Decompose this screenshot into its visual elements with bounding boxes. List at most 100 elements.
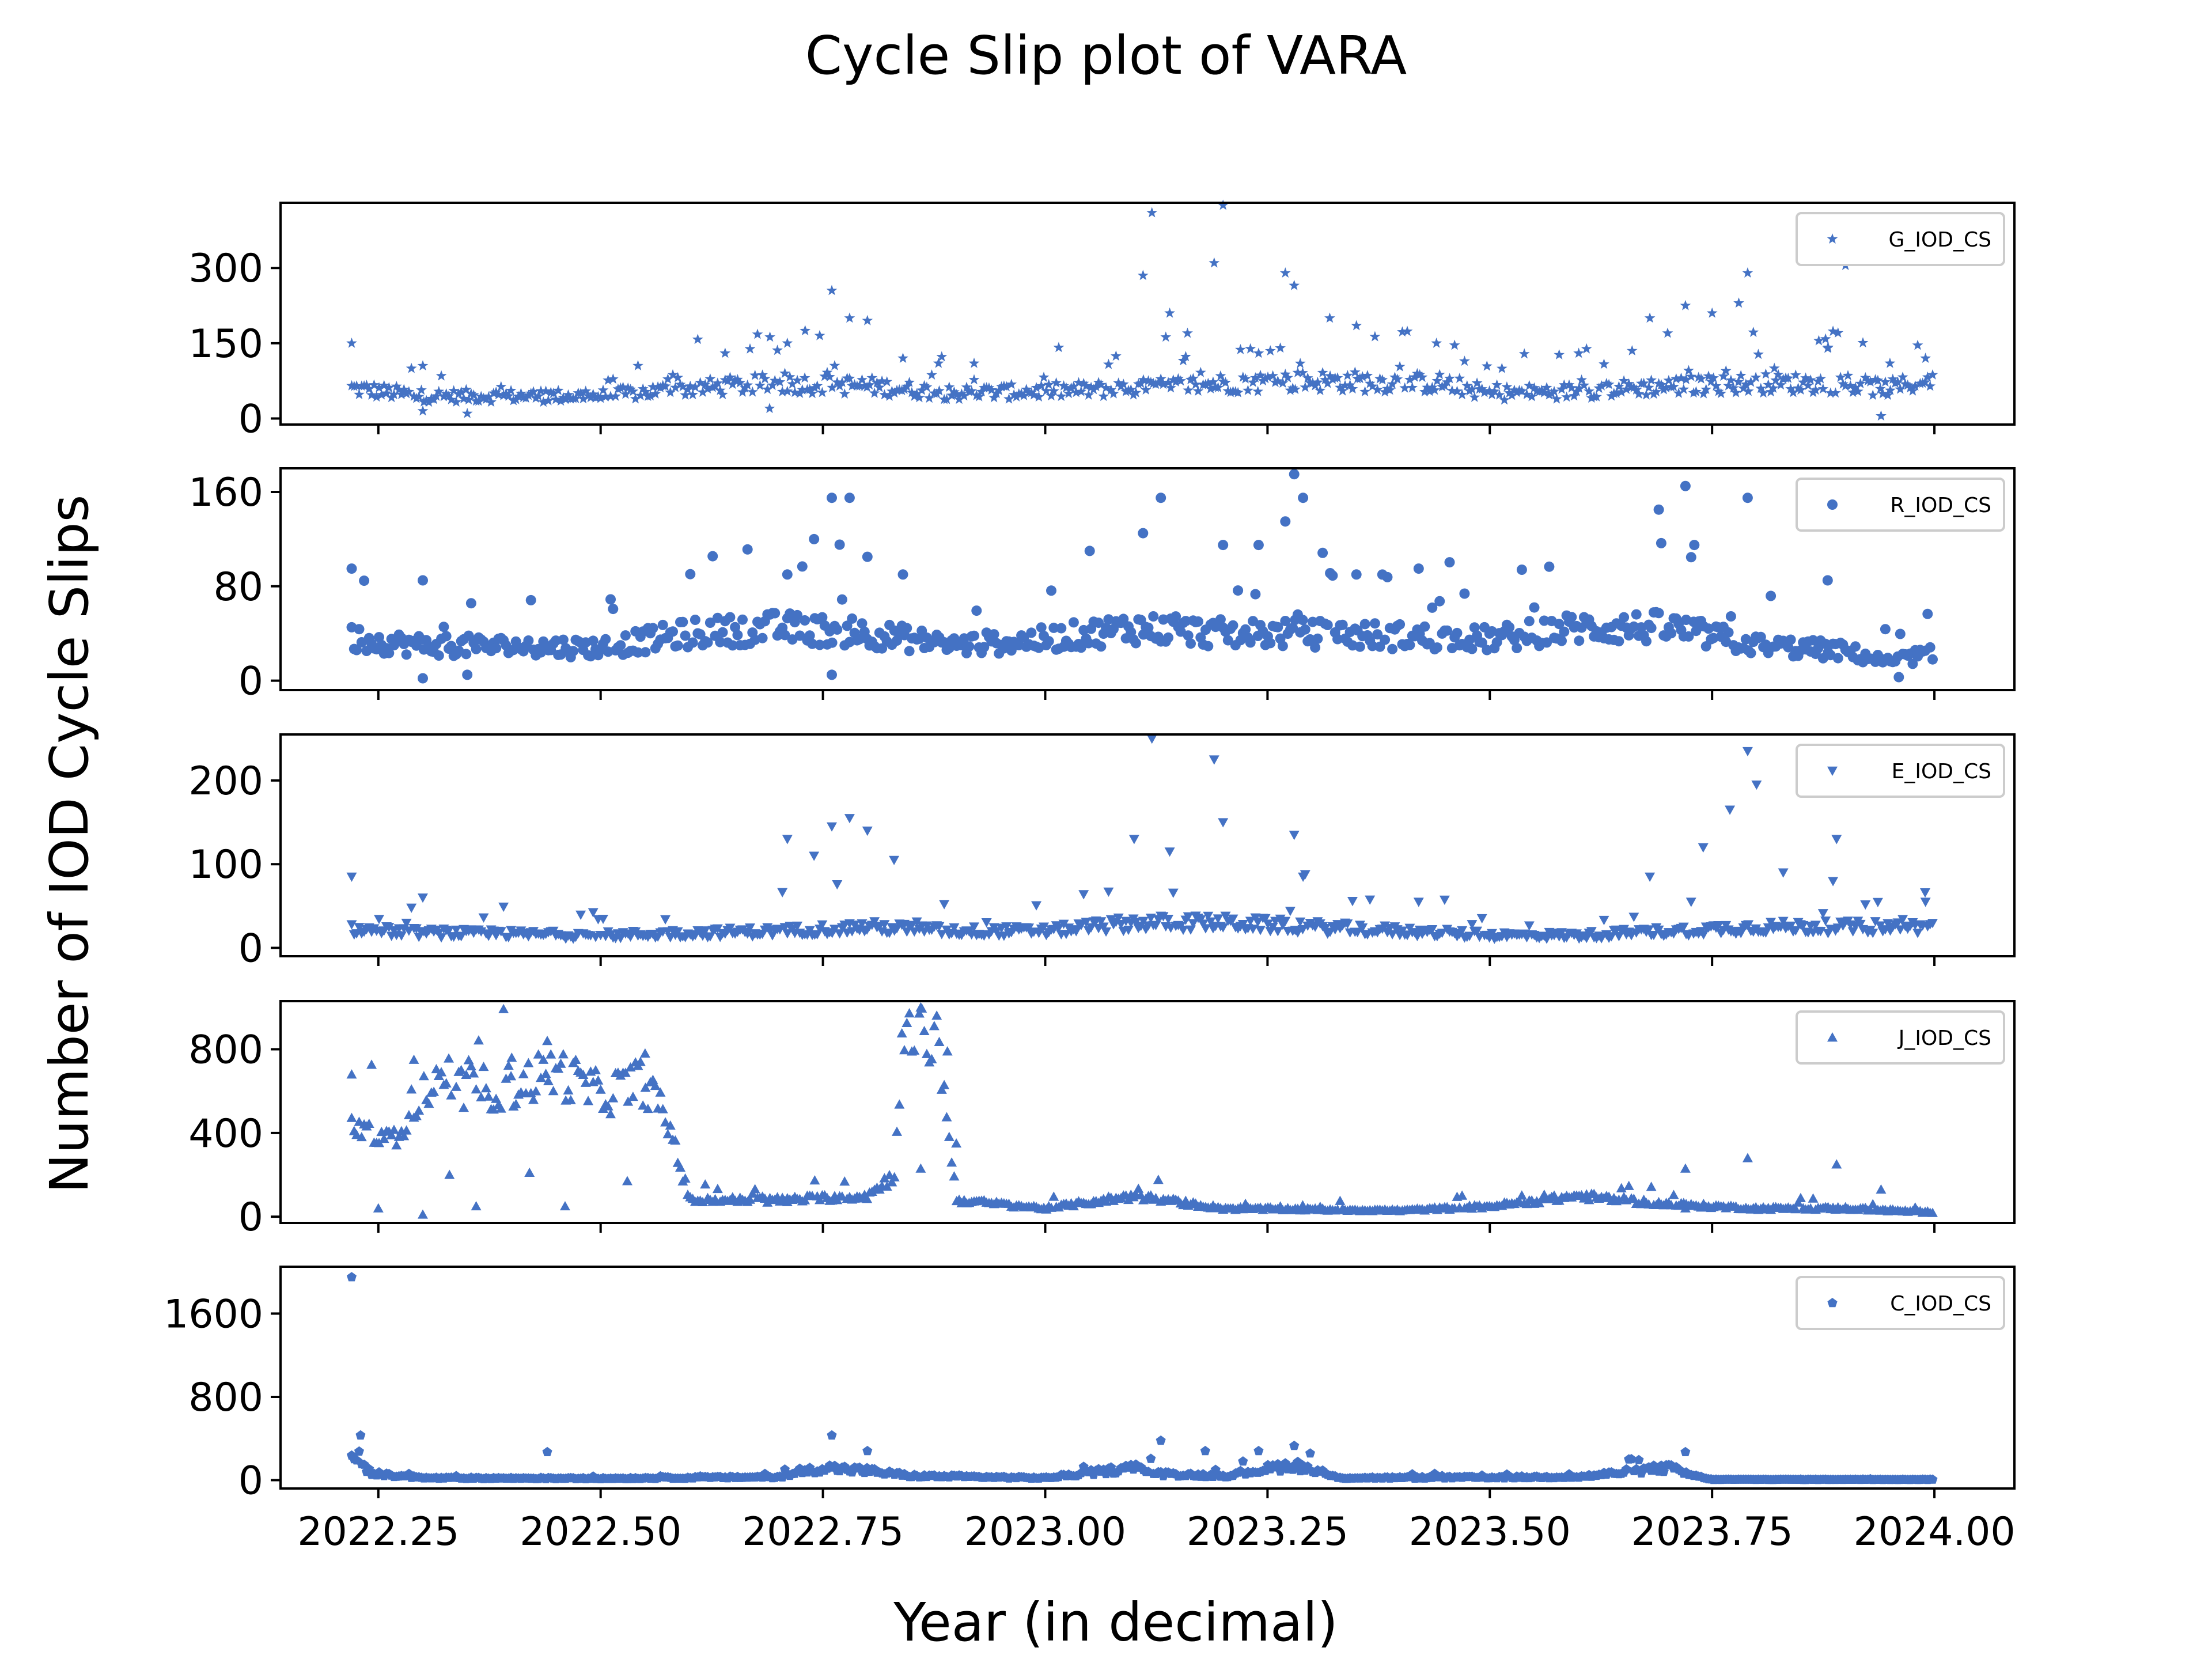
data-point: [1093, 618, 1104, 628]
data-point: [655, 382, 666, 393]
data-point: [1016, 388, 1027, 399]
subplot-e-iod-cs: 0 100 200 E_IOD_CS: [188, 733, 2016, 971]
data-point: [1100, 382, 1112, 393]
data-point: [1599, 358, 1609, 369]
data-point: [1842, 370, 1854, 381]
data-point: [1472, 926, 1483, 936]
data-point: [650, 388, 661, 399]
data-point: [1203, 911, 1214, 921]
data-point: [1613, 381, 1624, 392]
data-point: [1509, 384, 1520, 395]
data-point: [1563, 379, 1575, 390]
data-point: [1342, 919, 1353, 929]
data-point: [1073, 377, 1084, 388]
data-point: [1504, 622, 1515, 632]
data-point: [1043, 378, 1055, 389]
data-point: [1469, 392, 1480, 402]
data-point: [846, 380, 858, 391]
data-point: [1404, 374, 1415, 385]
data-point: [862, 826, 873, 836]
data-point: [712, 377, 724, 388]
data-point: [944, 381, 955, 392]
data-point: [620, 1067, 631, 1077]
data-point: [1725, 374, 1737, 385]
data-point: [530, 392, 541, 403]
data-point: [1584, 1195, 1594, 1205]
data-point: [1628, 912, 1639, 922]
data-point: [625, 384, 636, 395]
data-point: [638, 1100, 649, 1110]
data-point: [1700, 384, 1712, 395]
data-point: [1574, 635, 1585, 646]
data-point: [1289, 279, 1300, 290]
data-point: [537, 396, 549, 407]
data-point: [1339, 380, 1351, 391]
data-point: [1524, 616, 1535, 627]
data-point: [1646, 623, 1657, 634]
data-point: [1399, 382, 1411, 393]
data-point: [1171, 611, 1181, 622]
data-point: [374, 632, 384, 643]
data-point: [1785, 634, 1796, 645]
data-point: [1195, 366, 1206, 377]
data-point: [1456, 389, 1468, 400]
data-point: [953, 393, 965, 404]
data-point: [465, 1060, 476, 1071]
data-point: [1561, 391, 1573, 402]
data-point: [1813, 335, 1824, 346]
data-point: [779, 368, 790, 378]
data-point: [1852, 385, 1863, 396]
data-point: [1872, 374, 1884, 385]
data-point: [1884, 357, 1896, 368]
data-point: [1354, 373, 1366, 384]
data-point: [471, 1200, 482, 1211]
data-point: [1860, 900, 1871, 910]
data-point: [1444, 557, 1455, 568]
data-point: [672, 372, 684, 382]
data-point: [762, 384, 773, 394]
data-point: [1238, 1456, 1248, 1466]
data-point: [1158, 912, 1169, 922]
data-point: [540, 1069, 551, 1078]
data-point: [417, 405, 429, 416]
data-point: [505, 385, 517, 396]
data-point: [1039, 922, 1050, 932]
data-point: [1164, 307, 1175, 318]
data-point: [1554, 619, 1565, 630]
data-point: [734, 377, 746, 388]
data-point: [506, 1071, 517, 1081]
data-point: [1414, 369, 1426, 380]
data-point: [533, 390, 544, 401]
data-point: [444, 1169, 455, 1179]
data-point: [1085, 381, 1097, 392]
data-point: [431, 390, 442, 401]
data-point: [373, 382, 385, 393]
legend-box: [1796, 744, 2005, 798]
data-point: [1051, 377, 1062, 388]
data-point: [1413, 897, 1424, 907]
data-point: [406, 362, 417, 373]
data-point: [1312, 633, 1323, 644]
data-point: [411, 924, 422, 934]
data-point: [969, 922, 979, 932]
data-point: [1058, 380, 1069, 391]
data-point: [1342, 370, 1353, 380]
data-point: [857, 618, 868, 629]
data-point: [369, 379, 380, 390]
data-point: [690, 381, 701, 392]
data-point: [436, 933, 447, 943]
data-point: [391, 381, 402, 391]
subplot-r-iod-cs: 0 80 160 R_IOD_CS: [188, 467, 2016, 704]
legend-box: [1796, 212, 2005, 266]
data-point: [702, 637, 713, 648]
data-point: [384, 923, 395, 933]
data-point: [1173, 373, 1184, 384]
data-point: [1312, 376, 1323, 387]
data-point: [1220, 377, 1231, 388]
data-point: [421, 395, 432, 406]
legend: G_IOD_CS: [1796, 212, 2005, 266]
data-point: [495, 381, 507, 392]
data-point: [1847, 387, 1859, 397]
data-point: [1351, 320, 1362, 331]
data-point: [1245, 637, 1256, 648]
